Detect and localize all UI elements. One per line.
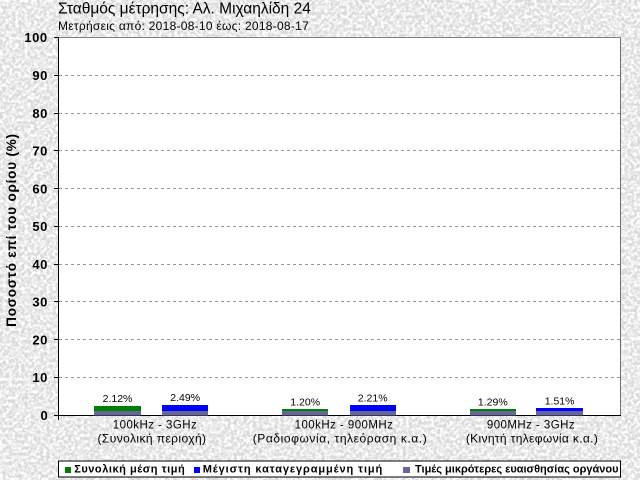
svg-text:20: 20 [32,332,47,347]
svg-text:100kHz - 3GHz: 100kHz - 3GHz [113,419,197,431]
svg-text:Μέγιστη καταγεγραμμένη τιμή: Μέγιστη καταγεγραμμένη τιμή [203,464,383,476]
svg-text:10: 10 [32,370,47,385]
svg-text:Μετρήσεις από: 2018-08-10 έως:: Μετρήσεις από: 2018-08-10 έως: 2018-08-1… [58,19,309,33]
svg-text:60: 60 [32,181,47,196]
svg-text:2.21%: 2.21% [358,392,388,404]
svg-text:Συνολική μέση τιμή: Συνολική μέση τιμή [74,464,185,476]
svg-text:100kHz - 900MHz: 100kHz - 900MHz [295,419,394,431]
svg-text:90: 90 [32,68,47,83]
svg-text:30: 30 [32,295,47,310]
svg-text:2.12%: 2.12% [103,393,133,405]
svg-text:40: 40 [32,257,47,272]
svg-text:2.49%: 2.49% [170,392,200,404]
svg-text:Σταθμός μέτρησης: Αλ. Μιχαηλίδ: Σταθμός μέτρησης: Αλ. Μιχαηλίδη 24 [58,1,311,18]
svg-text:70: 70 [32,144,47,159]
svg-text:1.29%: 1.29% [478,396,508,408]
svg-text:900MHz - 3GHz: 900MHz - 3GHz [487,419,575,431]
svg-text:(Κινητή τηλεφωνία κ.α.): (Κινητή τηλεφωνία κ.α.) [466,432,598,446]
svg-text:50: 50 [32,219,47,234]
svg-text:(Συνολική περιοχή): (Συνολική περιοχή) [98,432,207,446]
svg-text:1.51%: 1.51% [545,395,575,407]
svg-text:(Ραδιοφωνία, τηλεόραση κ.α.): (Ραδιοφωνία, τηλεόραση κ.α.) [253,432,428,446]
svg-text:1.20%: 1.20% [290,396,320,408]
svg-text:Ποσοστό επί του ορίου (%): Ποσοστό επί του ορίου (%) [4,133,19,327]
svg-text:80: 80 [32,106,47,121]
svg-text:100: 100 [24,30,47,45]
svg-text:Τιμές μικρότερες ευαισθησίας ο: Τιμές μικρότερες ευαισθησίας οργάνου [415,464,619,476]
svg-text:0: 0 [41,408,49,423]
